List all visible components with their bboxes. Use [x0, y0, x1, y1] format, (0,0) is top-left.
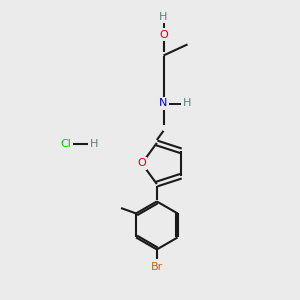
Text: O: O: [159, 29, 168, 40]
Text: Br: Br: [151, 262, 163, 272]
Text: O: O: [137, 158, 146, 169]
Text: Cl: Cl: [61, 139, 71, 149]
Text: N: N: [159, 98, 168, 109]
Text: H: H: [89, 139, 98, 149]
Text: H: H: [159, 11, 168, 22]
Text: H: H: [182, 98, 191, 109]
